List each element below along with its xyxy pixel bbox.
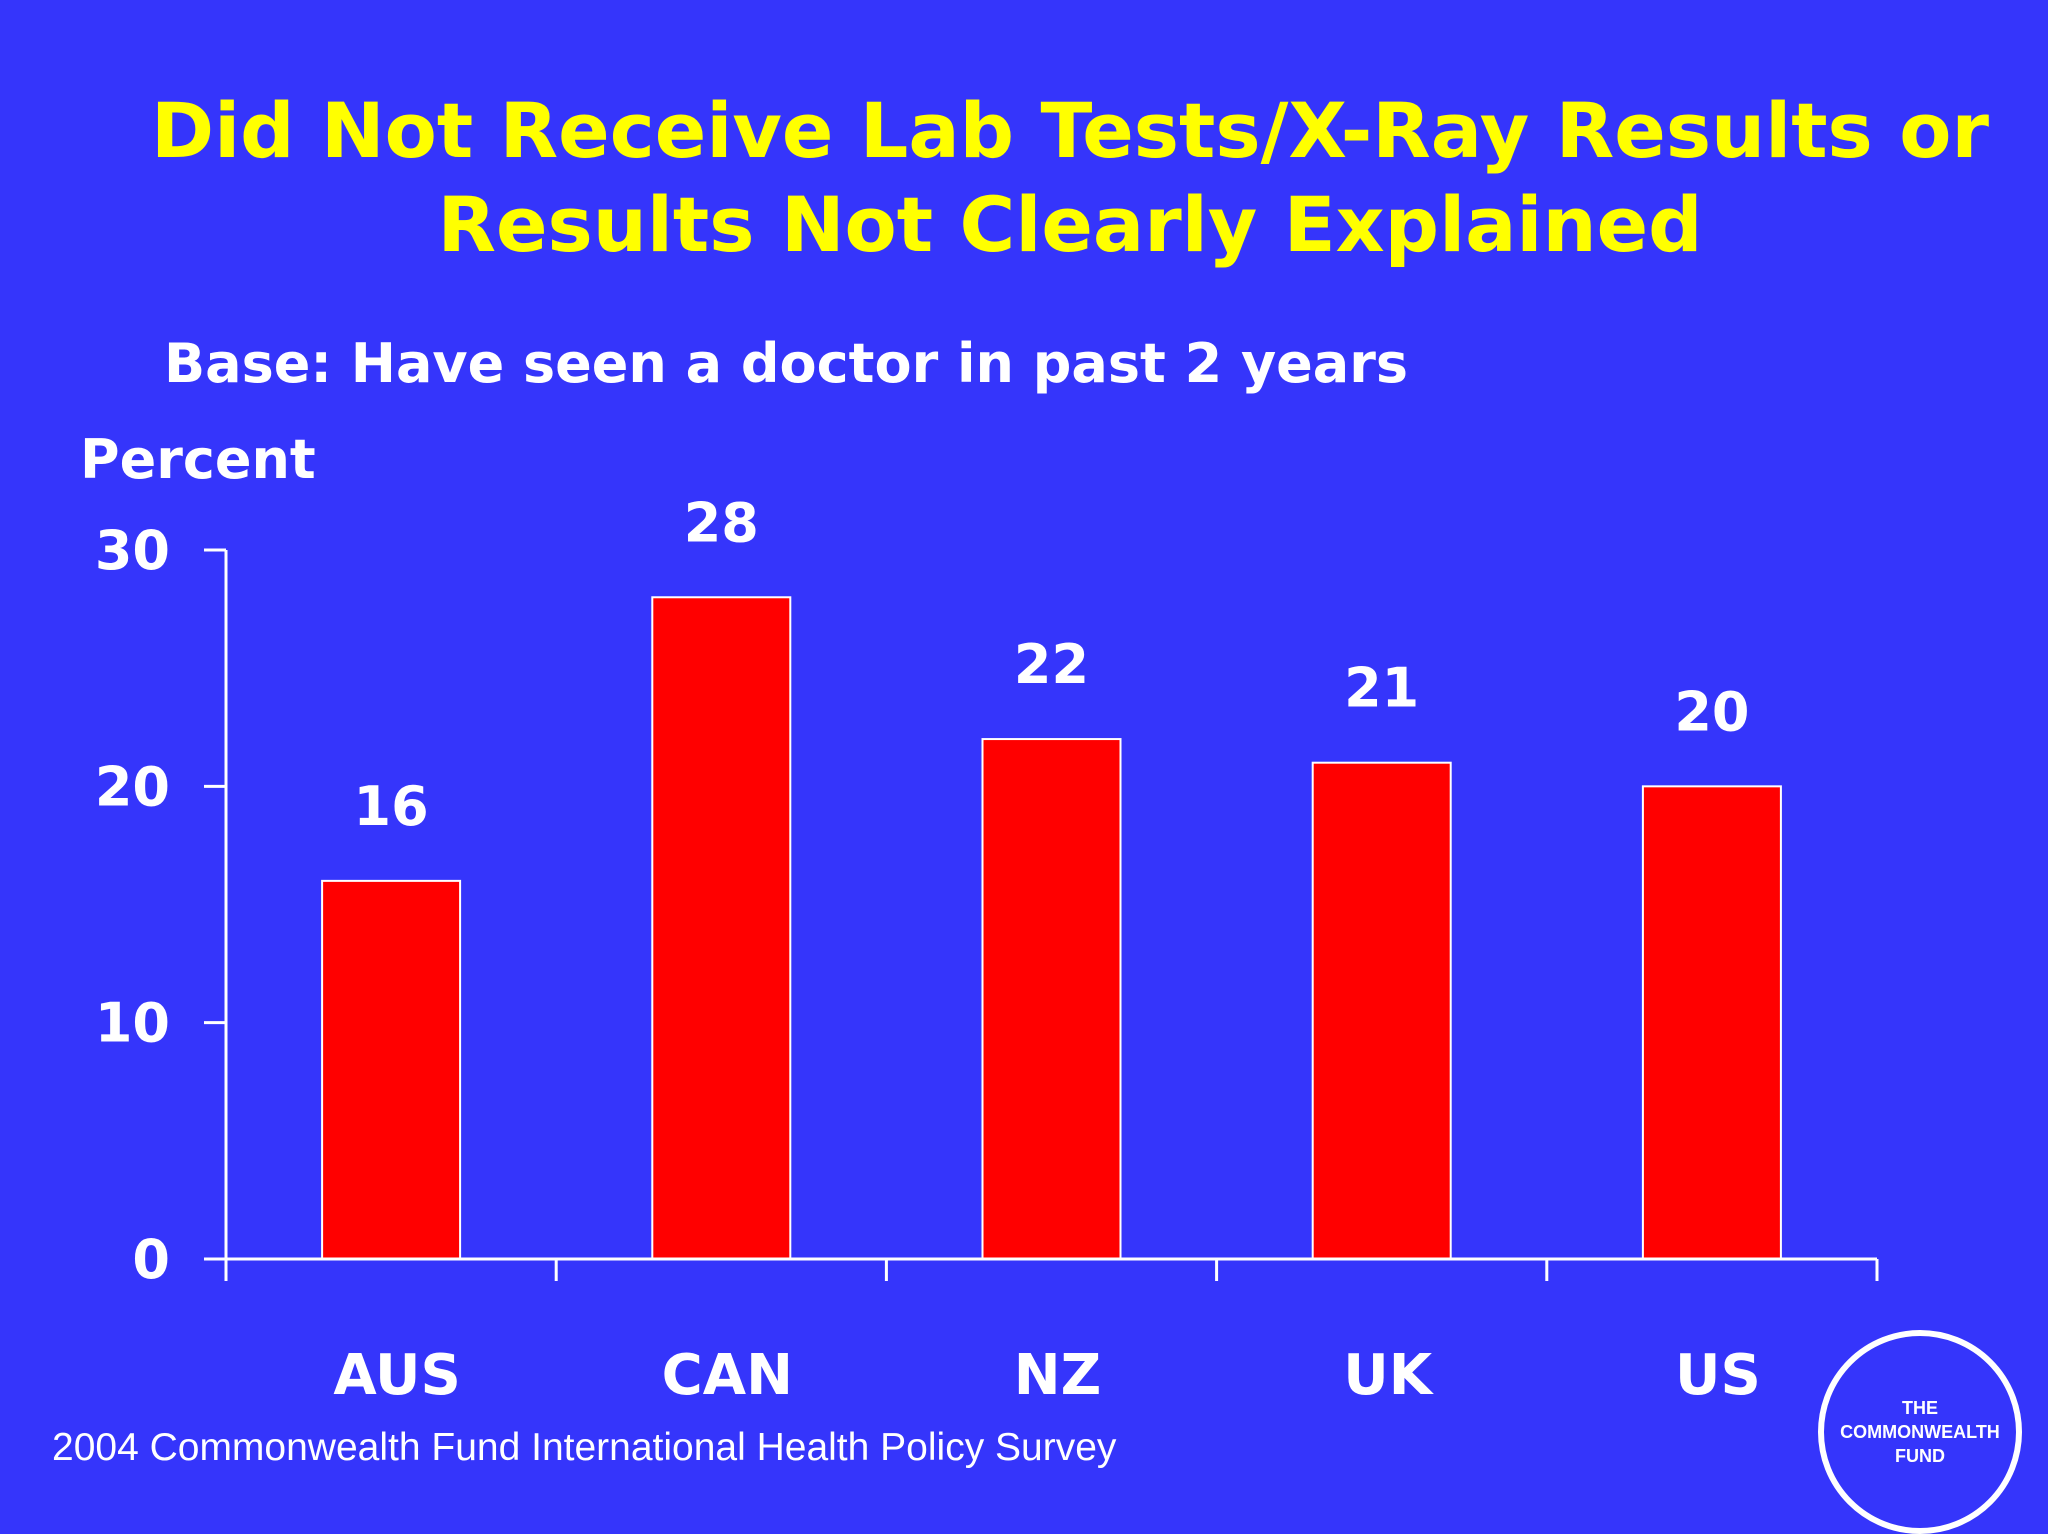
- chart-title-line-2: Results Not Clearly Explained: [437, 180, 1703, 269]
- y-tick-label-10: 10: [95, 992, 170, 1055]
- commonwealth-fund-logo: THE COMMONWEALTH FUND: [1818, 1330, 2022, 1534]
- y-tick-label-20: 20: [95, 755, 170, 818]
- bar-can: [651, 596, 792, 1260]
- x-tick-label-uk: UK: [1343, 1343, 1434, 1408]
- chart-title: Did Not Receive Lab Tests/X-Ray Results …: [60, 84, 2048, 272]
- x-tick-label-can: CAN: [662, 1343, 793, 1408]
- source-note: 2004 Commonwealth Fund International Hea…: [52, 1426, 1117, 1469]
- x-tick-label-nz: NZ: [1014, 1343, 1101, 1408]
- x-tick-label-us: US: [1675, 1343, 1761, 1408]
- bar-aus: [321, 879, 462, 1260]
- bar-nz: [981, 738, 1122, 1260]
- data-label-us: 20: [1674, 680, 1749, 743]
- data-label-nz: 22: [1014, 633, 1089, 696]
- chart-title-line-1: Did Not Receive Lab Tests/X-Ray Results …: [151, 86, 1989, 175]
- data-label-can: 28: [684, 491, 759, 554]
- y-tick-label-30: 30: [95, 519, 170, 582]
- y-tick-label-0: 0: [132, 1228, 170, 1291]
- bar-uk: [1311, 761, 1452, 1260]
- bar-us: [1641, 785, 1782, 1260]
- y-axis-label: Percent: [80, 428, 316, 491]
- chart-subtitle: Base: Have seen a doctor in past 2 years: [164, 332, 1409, 395]
- x-tick-label-aus: AUS: [333, 1343, 460, 1408]
- data-label-uk: 21: [1344, 657, 1419, 720]
- data-label-aus: 16: [354, 775, 429, 838]
- logo-text: THE COMMONWEALTH FUND: [1840, 1398, 2000, 1466]
